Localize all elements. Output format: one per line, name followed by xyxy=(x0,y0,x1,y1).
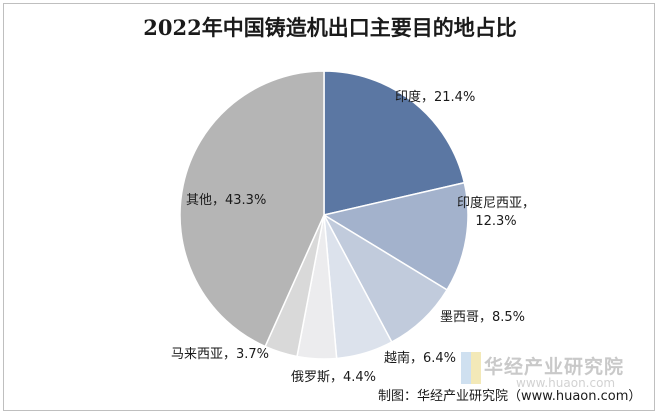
pie-slice-1 xyxy=(322,181,469,291)
pie-slice-6 xyxy=(179,70,325,348)
slice-label-other: 其他，43.3% xyxy=(186,193,267,208)
watermark-url: www.huaon.com xyxy=(516,376,616,390)
slice-label-india: 印度，21.4% xyxy=(395,90,476,105)
slice-label-mexico: 墨西哥，8.5% xyxy=(440,310,526,325)
source-note: 制图：华经产业研究院（www.huaon.com） xyxy=(378,389,642,404)
slice-label-russia: 俄罗斯，4.4% xyxy=(291,370,377,385)
slice-label-indonesia: 印度尼西亚，12.3% xyxy=(456,196,535,229)
slice-label-vietnam: 越南，6.4% xyxy=(384,351,457,366)
pie-slice-0 xyxy=(323,70,466,216)
slice-label-malaysia: 马来西亚，3.7% xyxy=(171,347,270,362)
watermark-name: 华经产业研究院 xyxy=(484,356,625,378)
chart-title: 2022年中国铸造机出口主要目的地占比 xyxy=(143,15,517,40)
